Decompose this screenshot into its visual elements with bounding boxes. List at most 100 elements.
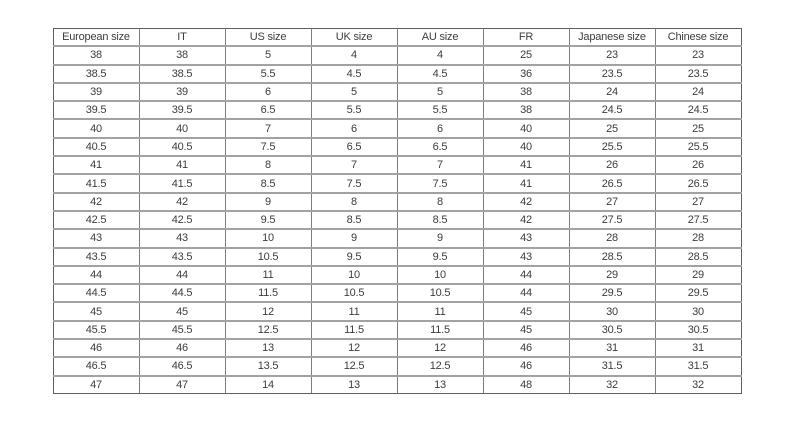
table-cell: 7 [396, 155, 484, 176]
table-cell: 25.5 [568, 136, 656, 158]
table-cell: 36 [482, 63, 570, 84]
column-header: European size [52, 28, 140, 48]
table-cell: 32 [568, 374, 656, 394]
table-cell: 43 [52, 228, 140, 249]
table-cell: 5.5 [396, 100, 484, 121]
table-cell: 48 [482, 374, 570, 394]
table-cell: 47 [52, 374, 140, 394]
table-cell: 12.5 [396, 356, 484, 377]
table-cell: 13 [310, 374, 398, 394]
table-cell: 11.5 [396, 319, 484, 341]
table-cell: 41 [52, 155, 140, 176]
table-row: 42.5 42.5 9.5 8.5 8.5 42 27.5 27.5 [52, 209, 742, 231]
table-cell: 23 [654, 45, 742, 66]
table-cell: 12.5 [224, 319, 312, 341]
table-cell: 42 [138, 191, 226, 212]
table-cell: 8.5 [310, 209, 398, 231]
table-cell: 7.5 [224, 136, 312, 158]
table-cell: 8.5 [224, 173, 312, 194]
table-cell: 43.5 [52, 246, 140, 267]
table-cell: 31 [654, 338, 742, 359]
table-row: 39.5 39.5 6.5 5.5 5.5 38 24.5 24.5 [52, 100, 742, 121]
table-cell: 14 [224, 374, 312, 394]
table-row: 47 47 14 13 13 48 32 32 [52, 374, 742, 394]
table-cell: 42 [482, 209, 570, 231]
table-cell: 25 [482, 45, 570, 66]
table-row: 38 38 5 4 4 25 23 23 [52, 45, 742, 66]
table-cell: 9 [310, 228, 398, 249]
table-cell: 40 [482, 118, 570, 139]
table-cell: 46 [482, 338, 570, 359]
table-cell: 5 [396, 81, 484, 103]
table-row: 41.5 41.5 8.5 7.5 7.5 41 26.5 26.5 [52, 173, 742, 194]
table-row: 38.5 38.5 5.5 4.5 4.5 36 23.5 23.5 [52, 63, 742, 84]
table-cell: 12 [224, 301, 312, 322]
table-cell: 9.5 [224, 209, 312, 231]
table-cell: 41 [138, 155, 226, 176]
table-cell: 5.5 [224, 63, 312, 84]
table-cell: 45 [482, 319, 570, 341]
table-cell: 9 [396, 228, 484, 249]
table-cell: 28 [654, 228, 742, 249]
table-cell: 10.5 [310, 283, 398, 304]
table-cell: 45.5 [138, 319, 226, 341]
table-cell: 47 [138, 374, 226, 394]
table-cell: 44.5 [52, 283, 140, 304]
table-cell: 38 [482, 81, 570, 103]
table-cell: 38.5 [52, 63, 140, 84]
table-cell: 30 [654, 301, 742, 322]
table-cell: 38 [52, 45, 140, 66]
table-cell: 40.5 [52, 136, 140, 158]
table-cell: 39.5 [138, 100, 226, 121]
table-row: 43.5 43.5 10.5 9.5 9.5 43 28.5 28.5 [52, 246, 742, 267]
table-cell: 23 [568, 45, 656, 66]
table-cell: 5 [224, 45, 312, 66]
shoe-size-conversion-table: European size IT US size UK size AU size FR Ja… [52, 28, 742, 394]
table-cell: 8 [224, 155, 312, 176]
table-cell: 4 [396, 45, 484, 66]
table-cell: 10 [310, 264, 398, 286]
table-cell: 29 [568, 264, 656, 286]
table-cell: 28.5 [654, 246, 742, 267]
table-row: 44 44 11 10 10 44 29 29 [52, 264, 742, 286]
table-row: 40 40 7 6 6 40 25 25 [52, 118, 742, 139]
table-cell: 44.5 [138, 283, 226, 304]
table-cell: 28.5 [568, 246, 656, 267]
column-header: US size [224, 28, 312, 48]
table-cell: 27.5 [654, 209, 742, 231]
table-cell: 38 [138, 45, 226, 66]
table-cell: 38.5 [138, 63, 226, 84]
table-row: 44.5 44.5 11.5 10.5 10.5 44 29.5 29.5 [52, 283, 742, 304]
table-cell: 28 [568, 228, 656, 249]
table-cell: 11.5 [224, 283, 312, 304]
table-cell: 23.5 [654, 63, 742, 84]
table-cell: 41.5 [138, 173, 226, 194]
table-cell: 38 [482, 100, 570, 121]
column-header: AU size [396, 28, 484, 48]
table-cell: 27 [568, 191, 656, 212]
table-cell: 12 [310, 338, 398, 359]
table-row: 39 39 6 5 5 38 24 24 [52, 81, 742, 103]
table-cell: 12 [396, 338, 484, 359]
table-cell: 40.5 [138, 136, 226, 158]
column-header: Chinese size [654, 28, 742, 48]
table-cell: 6 [224, 81, 312, 103]
table-cell: 8 [396, 191, 484, 212]
table-cell: 44 [482, 283, 570, 304]
table-cell: 29.5 [654, 283, 742, 304]
table-cell: 43 [482, 228, 570, 249]
table-cell: 8 [310, 191, 398, 212]
table-cell: 46 [482, 356, 570, 377]
table-cell: 32 [654, 374, 742, 394]
column-header: FR [482, 28, 570, 48]
table-row: 42 42 9 8 8 42 27 27 [52, 191, 742, 212]
table-cell: 43 [482, 246, 570, 267]
table-cell: 10 [396, 264, 484, 286]
table-cell: 42.5 [138, 209, 226, 231]
table-cell: 46 [138, 338, 226, 359]
table-cell: 39.5 [52, 100, 140, 121]
column-header: UK size [310, 28, 398, 48]
table-cell: 29.5 [568, 283, 656, 304]
table-cell: 27.5 [568, 209, 656, 231]
table-cell: 43.5 [138, 246, 226, 267]
